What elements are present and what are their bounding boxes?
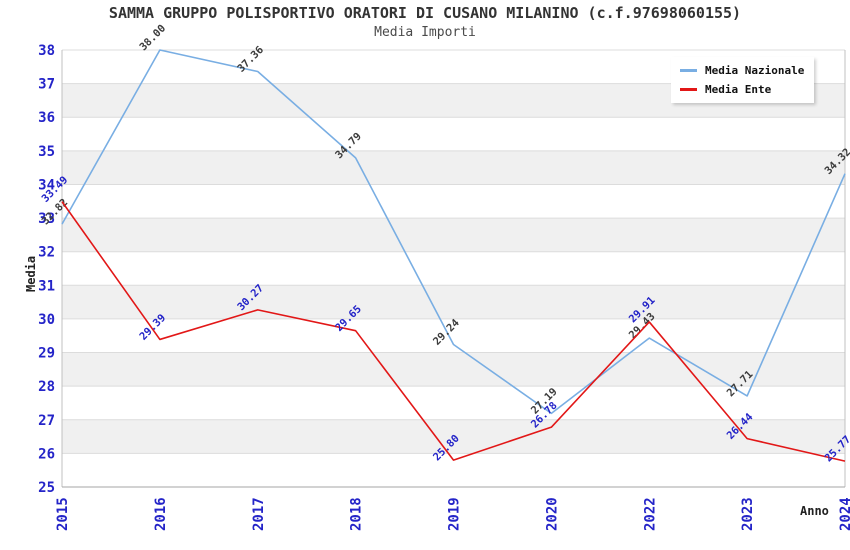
grid-band <box>62 285 845 319</box>
legend-label-media-ente: Media Ente <box>705 83 772 96</box>
x-tick-label: 2016 <box>153 497 169 531</box>
blue-line-swatch-icon <box>680 69 697 72</box>
y-axis-title: Media <box>24 255 38 292</box>
x-tick-label: 2022 <box>642 497 658 531</box>
data-point-label: 38.00 <box>137 22 168 53</box>
series-line-media-ente <box>61 201 846 462</box>
y-tick-label: 30 <box>38 312 55 328</box>
x-tick-label: 2019 <box>447 497 463 531</box>
y-tick-label: 33 <box>38 211 55 227</box>
grid-band <box>62 150 845 185</box>
grid-band <box>62 218 845 252</box>
legend-item-media-nazionale[interactable]: Media Nazionale <box>680 64 804 77</box>
x-tick-label: 2024 <box>838 497 850 531</box>
grid-band <box>62 419 845 454</box>
y-tick-label: 38 <box>38 43 55 59</box>
y-tick-label: 32 <box>38 245 55 261</box>
x-tick-label: 2020 <box>544 497 560 531</box>
x-tick-label: 2018 <box>349 497 365 531</box>
y-tick-label: 27 <box>38 413 55 429</box>
x-tick-label: 2015 <box>55 497 71 531</box>
legend: Media Nazionale Media Ente <box>671 57 815 103</box>
y-tick-label: 26 <box>38 446 55 462</box>
y-tick-label: 34 <box>38 177 55 193</box>
data-point-label: 29.24 <box>431 317 462 348</box>
x-tick-label: 2023 <box>740 497 756 531</box>
chart-title: SAMMA GRUPPO POLISPORTIVO ORATORI DI CUS… <box>108 4 742 22</box>
y-tick-label: 35 <box>38 144 55 160</box>
chart-subtitle: Media Importi <box>374 25 476 40</box>
y-tick-label: 28 <box>38 379 55 395</box>
y-tick-label: 29 <box>38 346 55 362</box>
legend-item-media-ente[interactable]: Media Ente <box>680 83 804 96</box>
y-tick-label: 25 <box>38 480 55 496</box>
grid-band <box>62 352 845 387</box>
y-tick-label: 36 <box>38 110 55 126</box>
x-tick-label: 2017 <box>251 497 267 531</box>
y-tick-label: 37 <box>38 77 55 93</box>
legend-label-media-nazionale: Media Nazionale <box>705 64 805 77</box>
series-line-media-nazionale <box>61 49 846 415</box>
red-line-swatch-icon <box>680 88 697 91</box>
x-axis-title: Anno <box>800 504 829 518</box>
y-tick-label: 31 <box>38 278 55 294</box>
